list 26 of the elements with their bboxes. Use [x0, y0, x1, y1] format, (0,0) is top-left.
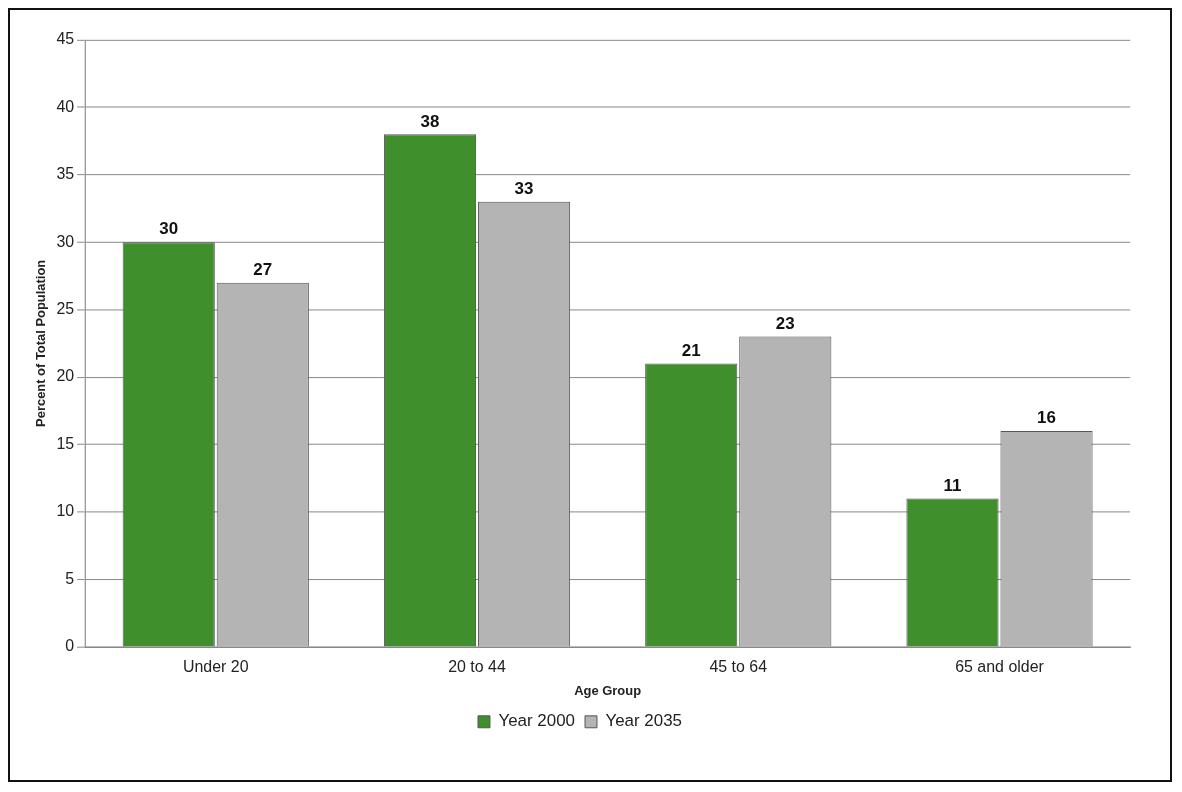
y-tick-label: 45 — [56, 30, 75, 48]
data-label: 27 — [253, 259, 273, 279]
y-tick-label: 20 — [56, 367, 75, 385]
legend-label: Year 2035 — [605, 711, 682, 731]
data-label: 30 — [159, 219, 179, 239]
y-tick-label: 30 — [56, 232, 75, 250]
legend-label: Year 2000 — [498, 711, 575, 731]
y-tick-label: 0 — [65, 637, 75, 655]
y-tick-label: 25 — [56, 300, 75, 318]
data-label: 23 — [775, 313, 795, 333]
x-tick-label: 20 to 44 — [448, 657, 506, 675]
y-axis-title: Percent of Total Population — [33, 259, 49, 427]
y-tick-label: 35 — [56, 165, 75, 183]
x-axis-title: Age Group — [574, 683, 642, 699]
x-tick-label: 65 and older — [955, 657, 1045, 675]
y-tick-label: 15 — [56, 434, 75, 452]
data-label: 38 — [420, 111, 440, 131]
x-tick-label: 45 to 64 — [709, 657, 768, 675]
y-tick-label: 40 — [56, 97, 75, 115]
y-tick-label: 5 — [65, 569, 75, 587]
data-label: 16 — [1037, 408, 1056, 428]
data-label: 21 — [681, 340, 701, 360]
data-label: 33 — [514, 178, 534, 198]
y-tick-label: 10 — [56, 502, 75, 520]
data-label: 11 — [943, 475, 962, 495]
x-tick-label: Under 20 — [182, 657, 249, 675]
